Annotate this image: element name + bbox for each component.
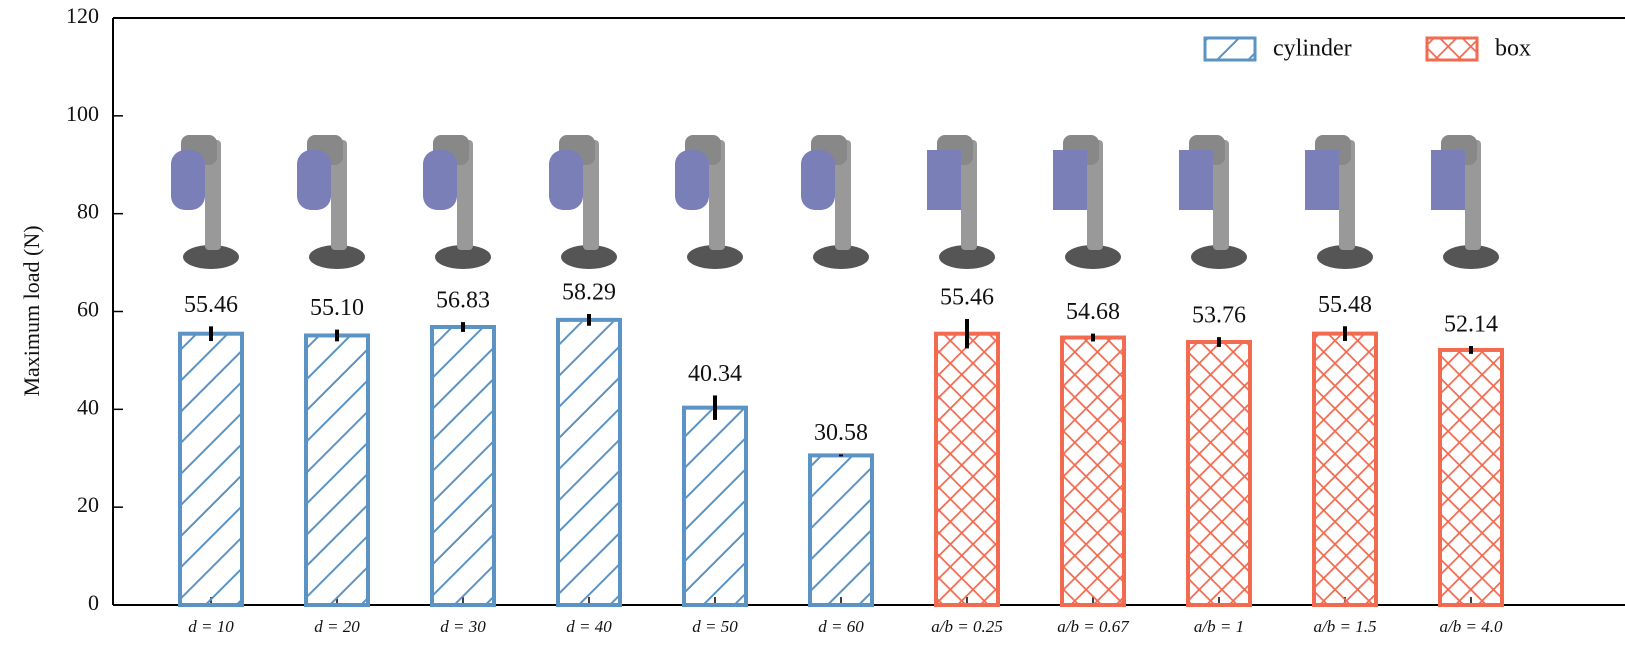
y-tick-label: 40 (77, 394, 99, 419)
value-label: 55.48 (1318, 292, 1372, 318)
bar (1314, 334, 1376, 605)
x-tick-label: d = 50 (692, 617, 738, 636)
robot-object (927, 150, 961, 210)
bar (180, 334, 242, 605)
robot-illustration (1305, 135, 1373, 269)
x-tick-label: d = 20 (314, 617, 360, 636)
y-tick-label: 60 (77, 297, 99, 322)
x-tick-label: d = 60 (818, 617, 864, 636)
value-label: 30.58 (814, 420, 868, 446)
x-tick-label: a/b = 1 (1194, 617, 1244, 636)
y-tick-label: 80 (77, 199, 99, 224)
value-label: 56.83 (436, 288, 490, 314)
bar (810, 455, 872, 605)
bar (936, 334, 998, 605)
bar (558, 320, 620, 605)
x-tick-label: d = 30 (440, 617, 486, 636)
x-tick-label: a/b = 0.25 (931, 617, 1002, 636)
robot-illustration (927, 135, 995, 269)
robot-object (549, 150, 583, 210)
robot-illustration (1053, 135, 1121, 269)
value-label: 52.14 (1444, 312, 1498, 338)
value-label: 58.29 (562, 279, 616, 305)
bar (684, 408, 746, 605)
bar (432, 327, 494, 605)
legend-swatch (1427, 38, 1477, 60)
legend-label: box (1495, 36, 1531, 62)
x-tick-label: a/b = 1.5 (1314, 617, 1377, 636)
robot-illustration (1179, 135, 1247, 269)
chart: Maximum load (N) 0 20 40 60 80 100 120 d = 10 55… (0, 0, 1625, 660)
robot-illustration (297, 135, 365, 269)
robot-object (423, 150, 457, 210)
robot-illustration (171, 135, 239, 269)
y-tick-label: 20 (77, 492, 99, 517)
x-tick-label: d = 10 (188, 617, 234, 636)
value-label: 55.46 (184, 292, 238, 318)
robot-object (171, 150, 205, 210)
legend-swatch (1205, 38, 1255, 60)
robot-illustration (801, 135, 869, 269)
value-label: 55.46 (940, 285, 994, 311)
page: Maximum load (N) 0 20 40 60 80 100 120 d = 10 55… (0, 0, 1625, 660)
x-tick-label: d = 40 (566, 617, 612, 636)
y-tick-label: 100 (66, 101, 99, 126)
value-label: 53.76 (1192, 303, 1246, 329)
robot-illustration (1431, 135, 1499, 269)
x-tick-label: a/b = 0.67 (1057, 617, 1130, 636)
robot-object (1053, 150, 1087, 210)
y-tick-label: 120 (66, 3, 99, 28)
robot-object (1431, 150, 1465, 210)
robot-object (675, 150, 709, 210)
robot-illustration (675, 135, 743, 269)
bar (306, 335, 368, 605)
robot-object (1305, 150, 1339, 210)
robot-object (801, 150, 835, 210)
y-axis-label: Maximum load (N) (19, 225, 44, 396)
robot-object (1179, 150, 1213, 210)
robot-object (297, 150, 331, 210)
legend-label: cylinder (1273, 36, 1352, 62)
bar (1188, 342, 1250, 605)
value-label: 55.10 (310, 295, 364, 321)
bar (1062, 338, 1124, 605)
robot-illustration (549, 135, 617, 269)
value-label: 40.34 (688, 361, 742, 387)
x-tick-label: a/b = 4.0 (1440, 617, 1503, 636)
value-label: 54.68 (1066, 299, 1120, 325)
robot-illustration (423, 135, 491, 269)
bar (1440, 350, 1502, 605)
y-tick-label: 0 (88, 590, 99, 615)
